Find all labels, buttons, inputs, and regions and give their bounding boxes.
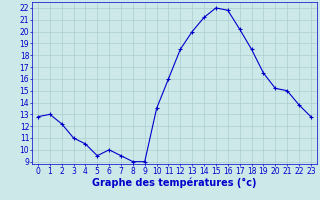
X-axis label: Graphe des températures (°c): Graphe des températures (°c)	[92, 177, 257, 188]
